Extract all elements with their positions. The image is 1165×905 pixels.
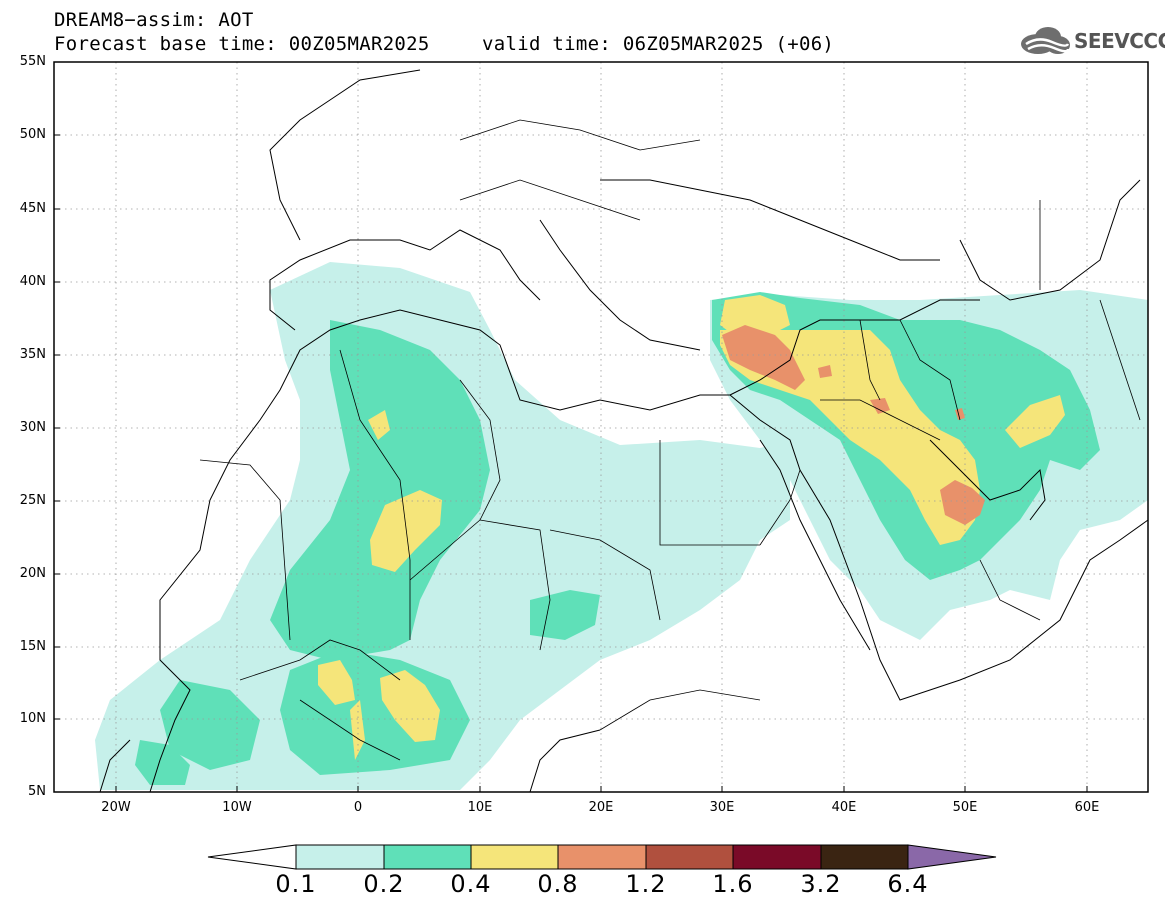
lon-label: 10E [467, 800, 493, 815]
colorbar-bin-0.1 [295, 844, 385, 870]
graticule [54, 62, 1148, 792]
axis-ticks [54, 134, 1088, 792]
colorbar-bin-0.2 [383, 844, 472, 870]
lon-label: 30E [709, 800, 735, 815]
aot-contour-0.8 [722, 325, 985, 525]
aot-field [95, 262, 1148, 790]
logo-text: SEEVCCC [1074, 29, 1165, 53]
colorbar-label: 1.2 [625, 870, 667, 898]
forecast-base-time: Forecast base time: 00Z05MAR2025 [54, 33, 430, 55]
colorbar-low-arrow [207, 844, 297, 870]
lat-label: 40N [19, 274, 46, 289]
lon-label: 40E [831, 800, 857, 815]
colorbar-label: 0.4 [450, 870, 492, 898]
colorbar-bin-1.2 [645, 844, 734, 870]
colorbar [207, 844, 997, 870]
country-borders [199, 119, 1141, 761]
coastlines [99, 69, 1148, 792]
lon-label: 0 [353, 800, 363, 815]
lat-label: 20N [19, 566, 46, 581]
colorbar-label: 6.4 [887, 870, 929, 898]
colorbar-bin-0.4 [470, 844, 559, 870]
lat-label: 15N [19, 639, 46, 654]
colorbar-bin-1.6 [732, 844, 822, 870]
lat-label: 10N [19, 711, 46, 726]
lat-label: 55N [19, 54, 46, 69]
cloud-icon [1021, 27, 1070, 54]
lon-label: 50E [952, 800, 978, 815]
colorbar-high-arrow [907, 844, 997, 870]
colorbar-label: 1.6 [712, 870, 754, 898]
lat-label: 25N [19, 493, 46, 508]
colorbar-bin-3.2 [820, 844, 909, 870]
map-title: DREAM8−assim: AOT [54, 9, 254, 31]
lon-label: 10W [222, 800, 252, 815]
lat-label: 35N [19, 347, 46, 362]
lon-label: 60E [1074, 800, 1100, 815]
lat-label: 5N [28, 784, 46, 799]
lat-label: 50N [19, 127, 46, 142]
lat-label: 45N [19, 201, 46, 216]
seevccc-logo: SEEVCCC [1018, 24, 1165, 58]
colorbar-label: 0.1 [275, 870, 317, 898]
lat-label: 30N [19, 420, 46, 435]
lon-label: 20W [101, 800, 131, 815]
lon-label: 20E [588, 800, 614, 815]
colorbar-label: 3.2 [800, 870, 842, 898]
colorbar-label: 0.8 [537, 870, 579, 898]
colorbar-label: 0.2 [363, 870, 405, 898]
valid-time: valid time: 06Z05MAR2025 (+06) [482, 33, 835, 55]
colorbar-bin-0.8 [557, 844, 647, 870]
